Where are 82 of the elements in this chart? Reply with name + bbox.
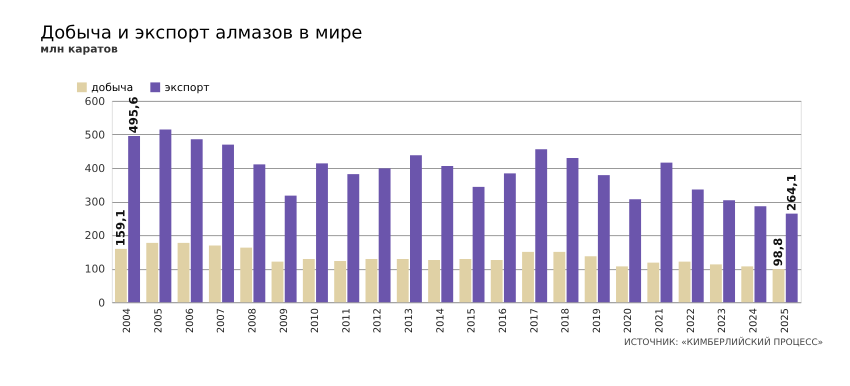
bar: [553, 252, 566, 302]
x-tick-label: 2008: [247, 308, 258, 334]
x-tick-label: 2011: [341, 308, 352, 334]
x-tick-label: 2023: [717, 308, 728, 334]
y-tick-label: 400: [84, 162, 106, 176]
x-tick-label: 2010: [310, 308, 322, 334]
data-label: 159,1: [113, 209, 128, 246]
x-tick-label: 2013: [404, 308, 416, 334]
x-tick-label: 2005: [154, 308, 164, 334]
data-label: 495,6: [126, 96, 141, 134]
bar: [647, 262, 660, 302]
legend-label: добыча: [91, 80, 134, 94]
bar: [598, 175, 610, 302]
bar: [504, 173, 516, 302]
bar: [616, 266, 628, 302]
x-tick-label: 2020: [623, 308, 634, 334]
x-tick-label: 2004: [122, 308, 134, 334]
bar: [441, 166, 454, 302]
bar: [522, 252, 534, 302]
bar: [772, 269, 784, 302]
bar: [692, 190, 704, 302]
x-tick-label: 2022: [686, 308, 697, 334]
x-tick-label: 2016: [498, 308, 509, 334]
y-tick-label: 300: [84, 196, 106, 209]
bar: [114, 248, 127, 302]
y-tick-label: 0: [98, 296, 106, 310]
bar: [566, 158, 578, 302]
bar: [272, 262, 284, 302]
bar: [253, 164, 266, 302]
x-tick-label: 2021: [654, 308, 666, 334]
data-label: 264,1: [784, 174, 798, 211]
bar: [472, 186, 484, 302]
x-tick-label: 2024: [748, 308, 760, 334]
bar: [678, 262, 691, 302]
x-tick-label: 2019: [592, 308, 603, 334]
bar: [240, 248, 252, 302]
x-tick-label: 2009: [278, 308, 290, 334]
bar: [178, 242, 190, 302]
x-tick-label: 2007: [216, 308, 228, 334]
bar: [284, 196, 297, 302]
bar: [490, 260, 503, 302]
bar: [710, 264, 722, 302]
bar: [786, 214, 798, 302]
x-tick-label: 2006: [184, 308, 196, 334]
text: ИСТОЧНИК: «КИМБЕРЛИЙСКИЙ ПРОЦЕСС»: [624, 336, 824, 348]
bar: [396, 258, 409, 302]
bar: [159, 129, 172, 302]
bar: [146, 242, 158, 302]
bar: [428, 260, 440, 302]
bar: [378, 168, 391, 302]
x-tick-label: 2015: [466, 308, 478, 334]
bar: [754, 206, 766, 302]
bar: [723, 200, 736, 302]
bar: [222, 144, 234, 302]
bar: [316, 163, 328, 302]
bar: [459, 258, 472, 302]
chart-subtitle: млн каратов: [40, 42, 118, 56]
y-tick-label: 100: [84, 262, 106, 276]
bar: [208, 246, 221, 302]
bar: [366, 258, 378, 302]
bar: [410, 155, 422, 302]
bar: [334, 260, 346, 302]
y-tick-label: 200: [84, 229, 106, 242]
legend-label: экспорт: [164, 80, 210, 94]
y-tick-label: 600: [84, 94, 106, 108]
bar: [584, 256, 597, 302]
bar: [741, 266, 754, 302]
chart-title: Добыча и экспорт алмазов в мире: [40, 22, 362, 44]
x-tick-label: 2012: [372, 308, 384, 334]
bar: [302, 258, 315, 302]
y-tick-label: 500: [84, 128, 106, 142]
x-tick-label: 2014: [435, 308, 446, 334]
bar: [535, 149, 548, 302]
bar: [128, 136, 140, 302]
bar: [660, 162, 672, 302]
bar: [629, 199, 642, 302]
x-tick-label: 2025: [780, 308, 791, 334]
data-label: 98,8: [771, 238, 786, 266]
x-tick-label: 2017: [529, 308, 540, 334]
bar: [347, 174, 360, 302]
x-tick-label: 2018: [560, 308, 572, 334]
bar: [190, 139, 203, 302]
